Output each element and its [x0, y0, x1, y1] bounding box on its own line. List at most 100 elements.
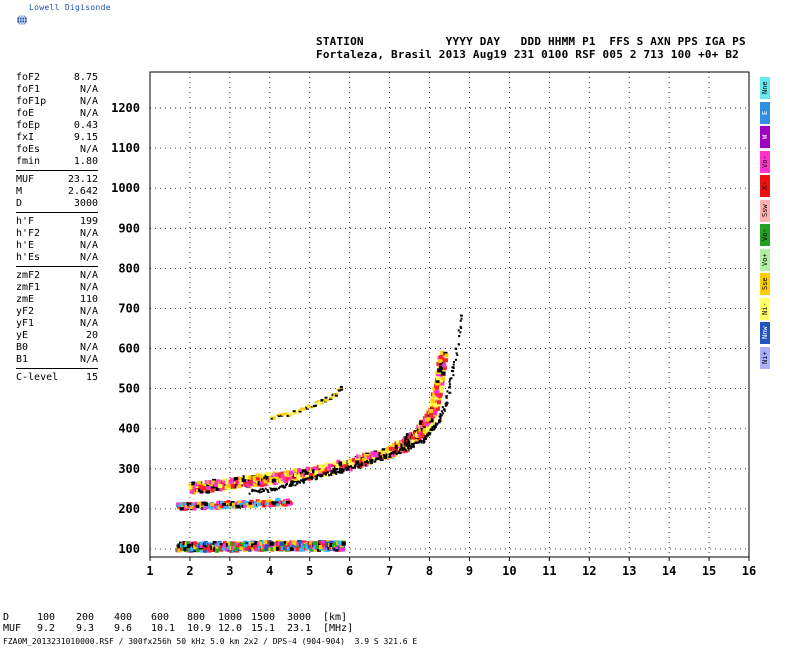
echo-point	[241, 542, 246, 547]
echo-point	[208, 480, 213, 485]
echo-point	[388, 454, 391, 457]
file-info-line: FZA0M_2013231010000.RSF / 300fx256h 50 k…	[3, 637, 418, 646]
echo-point	[192, 507, 197, 511]
echo-point	[397, 452, 400, 454]
echo-point	[430, 422, 435, 427]
echo-point	[381, 448, 386, 453]
ionogram-chart: 1 2 3 4 5 6 7 8 9 10 11 12 13 14 15 1610020030040050060…	[111, 71, 756, 578]
echo-point	[224, 547, 229, 552]
echo-point	[318, 474, 321, 477]
echo-point	[312, 469, 316, 474]
echo-point	[459, 319, 462, 322]
echo-point	[431, 426, 434, 428]
echo-point	[396, 440, 401, 445]
echo-point	[181, 543, 185, 548]
echo-point	[334, 466, 338, 471]
echo-point	[203, 548, 207, 553]
echo-point	[248, 492, 251, 495]
echo-point	[371, 455, 376, 460]
echo-point	[325, 541, 330, 546]
echo-point	[444, 402, 447, 405]
param-key: h'Es	[16, 252, 41, 263]
echo-point	[266, 471, 271, 476]
echo-point	[285, 470, 290, 475]
echo-point	[390, 451, 393, 454]
echo-point	[298, 547, 303, 552]
echo-point	[432, 428, 435, 431]
echo-point	[400, 443, 405, 448]
echo-point	[449, 378, 451, 381]
echo-point	[341, 541, 346, 546]
echo-point	[319, 475, 322, 478]
echo-point	[418, 439, 421, 442]
echo-point	[260, 474, 265, 479]
echo-point	[424, 422, 429, 427]
echo-point	[272, 501, 277, 505]
echo-point	[382, 453, 385, 456]
echo-point	[407, 439, 412, 444]
echo-point	[261, 488, 264, 490]
echo-point	[420, 432, 424, 437]
echo-point	[297, 480, 300, 483]
echo-point	[231, 505, 236, 508]
echo-point	[226, 500, 231, 503]
echo-point	[436, 381, 441, 386]
echo-point	[359, 464, 362, 467]
echo-point	[455, 358, 457, 361]
legend-entry: Vo+	[760, 248, 770, 271]
echo-point	[406, 441, 411, 446]
echo-point	[299, 481, 301, 484]
y-tick-label: 900	[118, 221, 140, 235]
echo-point	[275, 546, 280, 551]
echo-point	[324, 473, 327, 476]
table-cell: 10.9	[187, 623, 212, 634]
echo-point	[305, 545, 310, 550]
y-tick-label: 300	[118, 462, 140, 476]
echo-point	[277, 417, 280, 420]
echo-point	[269, 416, 273, 418]
echo-point	[342, 470, 345, 473]
param-key: foF1p	[16, 96, 47, 107]
echo-point	[247, 547, 252, 552]
echo-point	[288, 414, 292, 417]
param-separator	[16, 212, 98, 213]
echo-point	[331, 464, 336, 469]
table-cell: 12.0	[218, 623, 243, 634]
echo-point	[412, 444, 415, 447]
echo-point	[310, 406, 314, 409]
echo-point	[426, 416, 431, 421]
echo-point	[265, 482, 270, 487]
echo-point	[305, 477, 308, 480]
param-value: N/A	[79, 318, 98, 329]
echo-point	[258, 489, 261, 492]
param-value: 20	[85, 330, 98, 341]
echo-point	[293, 541, 298, 546]
echo-point	[318, 469, 323, 474]
echo-point	[298, 540, 303, 545]
echo-point	[400, 449, 405, 454]
echo-point	[225, 480, 230, 485]
unit-label: [km]	[323, 612, 348, 623]
echo-point	[267, 499, 272, 503]
echo-point	[442, 412, 444, 415]
echo-point	[259, 488, 262, 491]
echo-point	[320, 399, 324, 402]
x-tick-label: 16	[742, 564, 756, 578]
echo-point	[196, 503, 201, 507]
echo-point	[291, 542, 296, 547]
param-key: h'F2	[16, 228, 41, 239]
echo-point	[275, 487, 277, 490]
echo-point	[280, 474, 285, 479]
echo-point	[338, 461, 343, 466]
echo-point	[341, 467, 343, 470]
echo-point	[455, 352, 458, 355]
echo-point	[460, 314, 463, 317]
echo-point	[423, 437, 426, 440]
echo-point	[452, 363, 455, 366]
param-row: yE 20	[16, 330, 98, 342]
echo-point	[457, 343, 460, 346]
echo-point	[312, 405, 316, 407]
echo-point	[413, 445, 415, 448]
echo-point	[206, 486, 211, 490]
echo-point	[332, 461, 337, 465]
